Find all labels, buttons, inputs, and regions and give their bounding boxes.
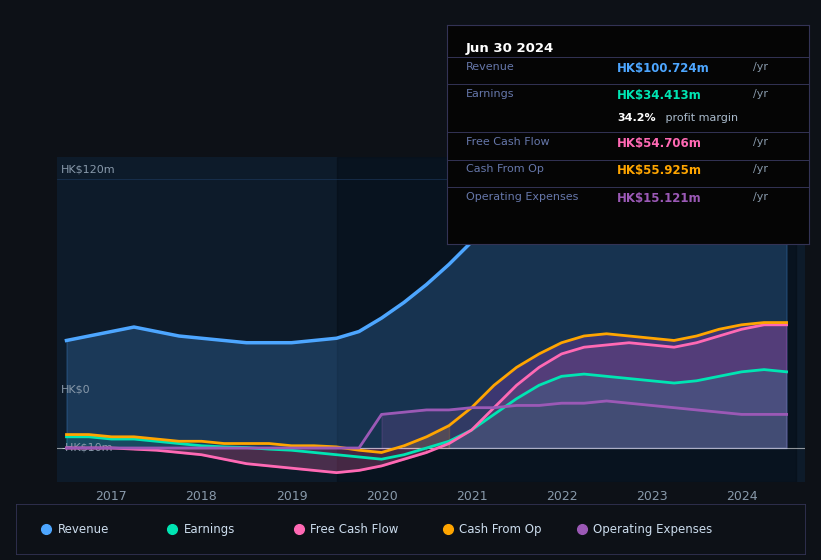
- Text: /yr: /yr: [753, 192, 768, 202]
- Text: Revenue: Revenue: [466, 62, 514, 72]
- Text: Free Cash Flow: Free Cash Flow: [466, 137, 549, 147]
- Text: HK$120m: HK$120m: [62, 165, 116, 175]
- Text: /yr: /yr: [753, 137, 768, 147]
- Text: Earnings: Earnings: [184, 522, 235, 536]
- Text: Jun 30 2024: Jun 30 2024: [466, 41, 553, 54]
- Text: HK$100.724m: HK$100.724m: [617, 62, 710, 76]
- Text: Cash From Op: Cash From Op: [466, 164, 544, 174]
- Text: HK$54.706m: HK$54.706m: [617, 137, 702, 150]
- Text: HK$34.413m: HK$34.413m: [617, 88, 702, 101]
- Text: profit margin: profit margin: [663, 113, 739, 123]
- Text: /yr: /yr: [753, 88, 768, 99]
- Text: Cash From Op: Cash From Op: [460, 522, 542, 536]
- Text: Operating Expenses: Operating Expenses: [594, 522, 713, 536]
- Text: HK$55.925m: HK$55.925m: [617, 164, 702, 177]
- Text: Earnings: Earnings: [466, 88, 514, 99]
- Text: -HK$10m: -HK$10m: [62, 442, 112, 452]
- Text: /yr: /yr: [753, 62, 768, 72]
- Text: Operating Expenses: Operating Expenses: [466, 192, 578, 202]
- Text: Revenue: Revenue: [57, 522, 108, 536]
- Text: /yr: /yr: [753, 164, 768, 174]
- Bar: [337, 157, 796, 482]
- Text: 34.2%: 34.2%: [617, 113, 656, 123]
- Text: Free Cash Flow: Free Cash Flow: [310, 522, 398, 536]
- Text: HK$0: HK$0: [62, 384, 91, 394]
- Text: HK$15.121m: HK$15.121m: [617, 192, 702, 204]
